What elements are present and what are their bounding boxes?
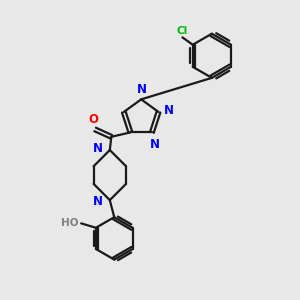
Text: N: N bbox=[137, 83, 147, 96]
Text: N: N bbox=[164, 104, 174, 117]
Text: Cl: Cl bbox=[177, 26, 188, 36]
Text: N: N bbox=[150, 138, 160, 151]
Text: N: N bbox=[93, 195, 103, 208]
Text: O: O bbox=[88, 113, 99, 127]
Text: N: N bbox=[93, 142, 103, 155]
Text: HO: HO bbox=[61, 218, 78, 228]
